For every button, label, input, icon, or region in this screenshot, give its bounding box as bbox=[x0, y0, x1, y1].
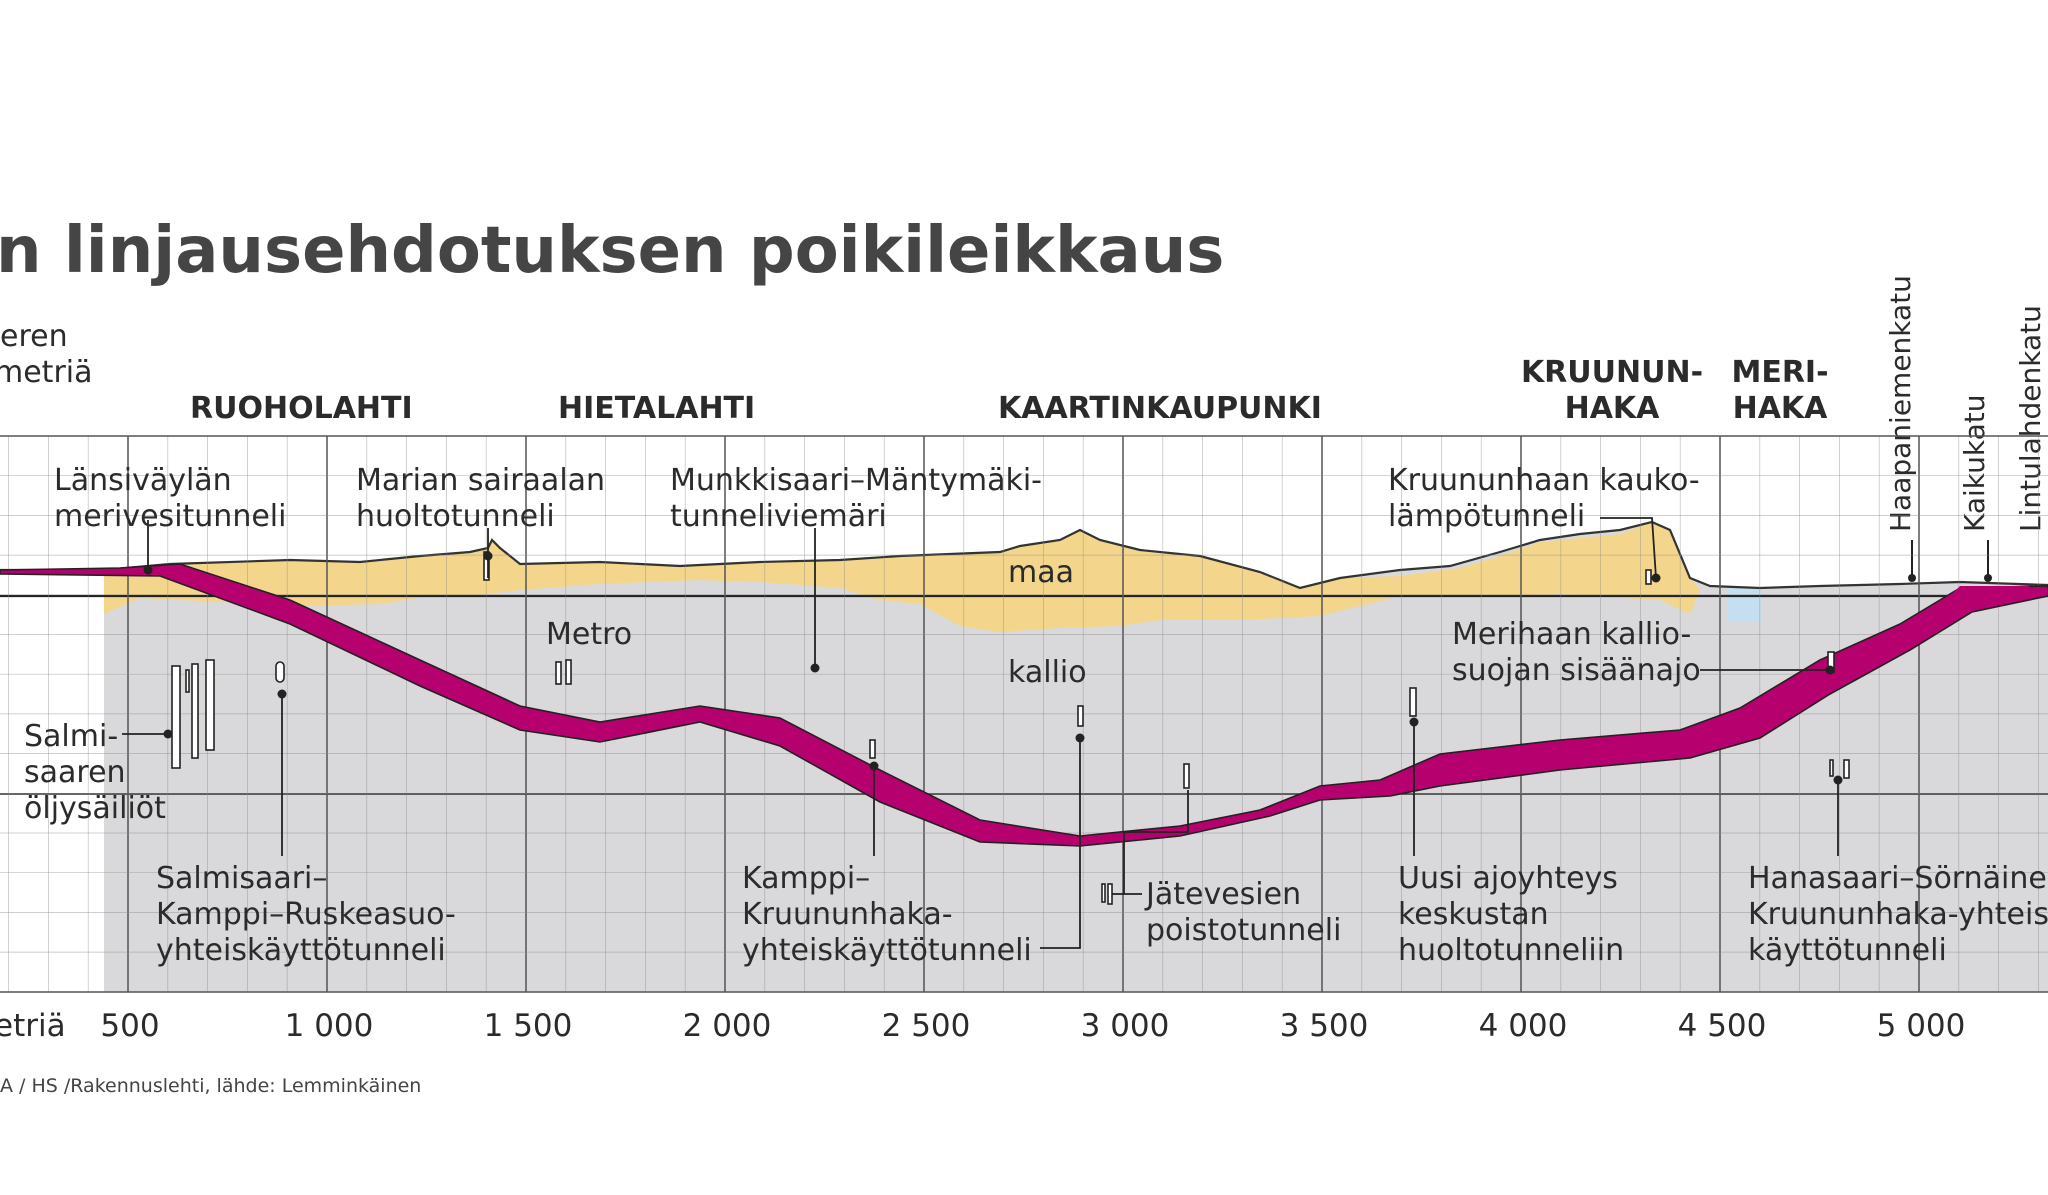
annotation-kaukolampo-line-2: lämpötunneli bbox=[1388, 499, 1585, 534]
oil-tank-2 bbox=[191, 663, 199, 759]
annotation-munkkisaari-line-1: Munkkisaari–Mäntymäki- bbox=[670, 463, 1042, 498]
soil-layer-label: maa bbox=[1008, 555, 1074, 590]
annotations: Länsiväylän merivesitunneli Marian saira… bbox=[24, 463, 2048, 968]
shaft-kaukolampo bbox=[1645, 569, 1652, 585]
leader-dots bbox=[143, 551, 1843, 785]
x-tick-label: 5 000 bbox=[1877, 1008, 1966, 1044]
small-structures bbox=[171, 551, 1850, 905]
annotation-oljysailiot-line-1: Salmi- bbox=[24, 719, 118, 754]
x-tick-label: 1 000 bbox=[285, 1008, 374, 1044]
annotation-oljysailiot-line-3: öljysäiliöt bbox=[24, 791, 166, 826]
annotation-salmisaari-line-1: Salmisaari– bbox=[156, 861, 327, 896]
section-area bbox=[0, 520, 2048, 992]
rock-layer-label: kallio bbox=[1008, 655, 1087, 690]
leader-lines bbox=[122, 517, 1839, 949]
annotation-kamppi-line-2: Kruununhaka- bbox=[742, 897, 953, 932]
tube-hanasaari-1 bbox=[1829, 759, 1834, 777]
district-kaartinkaupunki: KAARTINKAUPUNKI bbox=[998, 391, 1322, 426]
water-patch bbox=[1728, 588, 1762, 622]
district-kruununhaka-line-1: KRUUNUN- bbox=[1521, 355, 1703, 390]
oil-tank-1 bbox=[171, 665, 181, 769]
shaft-kaartinkaupunki bbox=[1077, 705, 1084, 727]
district-hietalahti: HIETALAHTI bbox=[558, 391, 755, 426]
shaft-jatevesi bbox=[1183, 763, 1190, 789]
tube-jatevesi-1 bbox=[1101, 883, 1106, 903]
annotation-ajoyhteys-line-3: huoltotunneliin bbox=[1398, 933, 1624, 968]
district-ruoholahti: RUOHOLAHTI bbox=[190, 391, 413, 426]
district-kruununhaka-line-2: HAKA bbox=[1565, 391, 1661, 426]
annotation-salmisaari-line-2: Kamppi–Ruskeasuo- bbox=[156, 897, 456, 932]
annotation-hanasaari-line-3: käyttötunneli bbox=[1748, 933, 1947, 968]
diagram-title: n linjausehdotuksen poikileikkaus bbox=[0, 214, 1224, 288]
annotation-marian-line-2: huoltotunneli bbox=[356, 499, 555, 534]
x-tick-label: 3 500 bbox=[1280, 1008, 1369, 1044]
annotation-kaukolampo-line-1: Kruununhaan kauko- bbox=[1388, 463, 1700, 498]
oil-tank-4 bbox=[185, 669, 190, 693]
shaft-kamppi bbox=[869, 739, 876, 759]
rock-layer bbox=[104, 522, 2048, 992]
street-labels: Haapaniemenkatu Kaikukatu Lintulahdenkat… bbox=[1884, 275, 2047, 582]
tube-hanasaari-2 bbox=[1843, 759, 1850, 779]
annotation-oljysailiot-line-2: saaren bbox=[24, 755, 126, 790]
x-tick-label: 4 000 bbox=[1479, 1008, 1568, 1044]
metro-tube-2 bbox=[565, 659, 572, 685]
metro-tube-1 bbox=[555, 661, 562, 685]
annotation-jatevesi-line-1: Jätevesien bbox=[1144, 877, 1301, 912]
annotation-kamppi-line-3: yhteiskäyttötunneli bbox=[742, 933, 1032, 968]
ground-surface-line bbox=[0, 520, 2048, 590]
annotation-ajoyhteys-line-1: Uusi ajoyhteys bbox=[1398, 861, 1618, 896]
annotation-kamppi-line-1: Kamppi– bbox=[742, 861, 870, 896]
y-axis-label-line-1: eren bbox=[0, 319, 68, 354]
annotation-jatevesi-line-2: poistotunneli bbox=[1146, 913, 1341, 948]
tube-jatevesi-2 bbox=[1107, 883, 1113, 905]
annotation-metro: Metro bbox=[546, 617, 632, 652]
street-kaikukatu: Kaikukatu bbox=[1958, 394, 1991, 532]
x-tick-label: 500 bbox=[100, 1008, 159, 1044]
annotation-ajoyhteys-line-2: keskustan bbox=[1398, 897, 1549, 932]
district-merihaka-line-2: HAKA bbox=[1733, 391, 1829, 426]
tunnel-entrances bbox=[1948, 586, 2030, 598]
x-tick-label: 2 500 bbox=[882, 1008, 971, 1044]
shaft-huoltotunneli bbox=[1409, 687, 1417, 717]
tunnel-portal-east bbox=[1948, 586, 2030, 598]
district-headings: RUOHOLAHTI HIETALAHTI KAARTINKAUPUNKI KR… bbox=[190, 355, 1829, 426]
shaft-salmisaari bbox=[275, 661, 285, 683]
annotation-lansivayla-line-1: Länsiväylän bbox=[54, 463, 232, 498]
street-lintulahdenkatu: Lintulahdenkatu bbox=[2014, 305, 2047, 532]
annotation-salmisaari-line-3: yhteiskäyttötunneli bbox=[156, 933, 446, 968]
annotation-lansivayla-line-2: merivesitunneli bbox=[54, 499, 286, 534]
street-haapaniemenkatu: Haapaniemenkatu bbox=[1884, 275, 1917, 532]
x-tick-label: 3 000 bbox=[1081, 1008, 1170, 1044]
soil-layer bbox=[104, 522, 1700, 632]
y-axis-label-line-2: metriä bbox=[0, 355, 93, 390]
annotation-merihaka-line-1: Merihaan kallio- bbox=[1452, 617, 1691, 652]
annotation-hanasaari-line-1: Hanasaari–Sörnäinen– bbox=[1748, 861, 2048, 896]
x-tick-label: 2 000 bbox=[683, 1008, 772, 1044]
x-tick-label: 1 500 bbox=[484, 1008, 573, 1044]
main-tunnel bbox=[0, 563, 2048, 847]
oil-tank-3 bbox=[205, 659, 215, 751]
source-credit: A / HS /Rakennuslehti, lähde: Lemminkäin… bbox=[0, 1075, 421, 1097]
annotation-hanasaari-line-2: Kruununhaka-yhteis- bbox=[1748, 897, 2048, 932]
x-axis-unit: etriä bbox=[0, 1008, 66, 1044]
annotation-munkkisaari-line-2: tunneliviemäri bbox=[670, 499, 887, 534]
annotation-merihaka-line-2: suojan sisäänajo bbox=[1452, 653, 1701, 688]
x-axis: etriä 500 1 000 1 500 2 000 2 500 3 000 3 500 4… bbox=[0, 1008, 1965, 1044]
district-merihaka-line-1: MERI- bbox=[1731, 355, 1828, 390]
x-tick-label: 4 500 bbox=[1678, 1008, 1767, 1044]
annotation-marian-line-1: Marian sairaalan bbox=[356, 463, 605, 498]
